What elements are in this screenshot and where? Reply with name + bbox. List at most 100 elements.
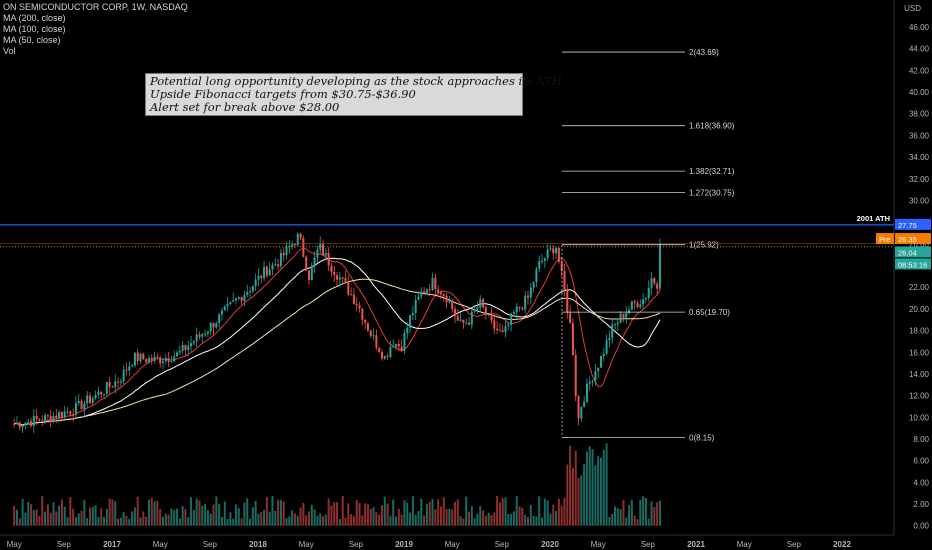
price-tick-label: 32.00	[909, 175, 930, 184]
candle-body	[299, 234, 302, 239]
volume-bar	[63, 506, 66, 526]
candle-body	[392, 346, 395, 348]
candle-body	[268, 269, 271, 276]
fibonacci-levels: 2(43.69) 1.618(36.90) 1.382(32.71) 1.272(30…	[561, 48, 735, 442]
candle-body	[462, 319, 465, 323]
annotation-callout[interactable]: Potential long opportunity developing as…	[145, 73, 565, 116]
volume-bar	[633, 515, 636, 526]
candle-body	[625, 313, 628, 318]
candle-body	[484, 307, 487, 316]
volume-bar	[32, 510, 35, 526]
volume-bar	[220, 516, 223, 526]
volume-bar	[336, 501, 339, 526]
volume-bar	[605, 443, 608, 526]
ath-price-tag-text: 27.75	[898, 221, 917, 230]
candle-body	[181, 344, 184, 351]
candle-body	[125, 369, 128, 371]
premarket-flag-bg	[876, 233, 894, 245]
candle-body	[117, 381, 120, 383]
volume-bar	[344, 517, 347, 526]
legend-ma50[interactable]: MA (50, close)	[3, 35, 61, 45]
volume-bar	[465, 496, 468, 526]
candle-body	[170, 361, 173, 363]
price-tick-label: 10.00	[909, 413, 930, 422]
volume-bar	[622, 499, 625, 526]
candle-body	[417, 296, 420, 300]
time-tick-label: May	[299, 540, 314, 549]
candle-body	[139, 353, 142, 362]
volume-bar	[557, 498, 560, 526]
candle-body	[518, 306, 521, 309]
price-tick-label: 36.00	[909, 131, 930, 140]
candle-body	[296, 234, 299, 246]
volume-bar	[546, 500, 549, 526]
volume-bar	[91, 506, 94, 526]
volume-bar	[119, 517, 122, 526]
time-tick-label: Sep	[641, 540, 656, 549]
candle-body	[498, 330, 501, 332]
volume-bar	[347, 503, 350, 526]
volume-bar	[30, 504, 33, 526]
candle-body	[496, 328, 499, 331]
candle-body	[201, 334, 204, 337]
candle-body	[58, 412, 61, 419]
candle-body	[529, 287, 532, 298]
candle-body	[254, 279, 257, 287]
candle-body	[41, 420, 44, 422]
volume-bar	[103, 516, 106, 526]
legend-vol[interactable]: Vol	[3, 46, 16, 56]
volume-bar	[397, 508, 400, 526]
volume-bar	[24, 512, 27, 526]
volume-bar	[445, 509, 448, 526]
legend-ma100[interactable]: MA (100, close)	[3, 24, 66, 34]
volume-bar	[181, 506, 184, 526]
volume-bar	[594, 465, 597, 526]
candle-body	[198, 334, 201, 337]
candle-body	[482, 299, 485, 308]
fib-level-label: 2(43.69)	[689, 48, 719, 57]
volume-bar	[94, 505, 97, 526]
volume-bar	[656, 502, 659, 526]
candle-body	[403, 333, 406, 351]
volume-bar	[487, 512, 490, 526]
volume-bar	[414, 514, 417, 526]
candle-body	[282, 252, 285, 256]
candle-body	[563, 270, 566, 291]
volume-bar	[453, 501, 456, 526]
candle-body	[456, 316, 459, 321]
candle-body	[46, 415, 49, 417]
volume-bar	[322, 516, 325, 526]
candle-body	[644, 298, 647, 300]
candle-body	[240, 297, 243, 301]
time-tick-label: May	[153, 540, 168, 549]
candle-body	[307, 270, 310, 281]
volume-bar	[434, 509, 437, 526]
candle-body	[614, 324, 617, 326]
volume-bar	[277, 499, 280, 526]
volume-bar	[588, 446, 591, 526]
symbol-title[interactable]: ON SEMICONDUCTOR CORP, 1W, NASDAQ	[3, 2, 188, 12]
legend-ma200[interactable]: MA (200, close)	[3, 13, 66, 23]
candle-body	[195, 334, 198, 342]
volume-bar	[479, 506, 482, 526]
price-tick-label: 16.00	[909, 348, 930, 357]
volume-bar	[319, 513, 322, 526]
fib-level-label: 0(8.15)	[689, 433, 715, 442]
volume-bar	[251, 507, 254, 526]
candle-body	[397, 343, 400, 347]
volume-bar	[647, 518, 650, 526]
candle-body	[192, 341, 195, 344]
volume-bar	[524, 514, 527, 526]
candle-body	[380, 352, 383, 359]
candle-body	[122, 369, 125, 382]
moving-averages	[14, 248, 661, 426]
volume-bar	[350, 514, 353, 526]
candle-body	[15, 422, 18, 424]
volume-bar	[100, 508, 103, 526]
volume-bar	[428, 501, 431, 526]
price-tick-label: 4.00	[913, 478, 929, 487]
candle-body	[263, 266, 266, 279]
candle-body	[291, 244, 294, 247]
volume-bar	[383, 496, 386, 526]
